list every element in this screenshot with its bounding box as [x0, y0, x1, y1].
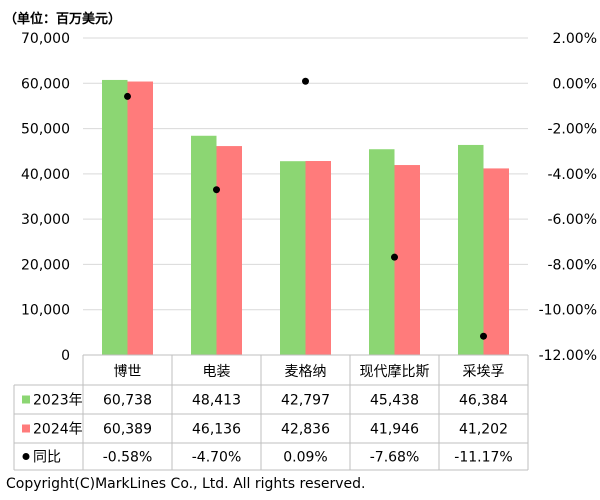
bar-2024 [127, 81, 153, 355]
yoy-point [213, 186, 220, 194]
bar-2023 [369, 149, 395, 355]
data-label: 46,384 [459, 393, 508, 409]
yoy-bar-chart: 0 10,000 20,000 30,000 40,000 50,000 60,000 70,… [13, 31, 597, 471]
yoy-point [480, 332, 487, 340]
yoy-point [302, 77, 309, 85]
bar-2024 [394, 165, 420, 355]
data-label: 41,946 [370, 422, 419, 438]
data-label: -7.68% [370, 450, 420, 466]
data-label: 41,202 [459, 422, 508, 438]
y-tick-label: 10,000 [21, 303, 70, 319]
legend-key-yoy [22, 453, 30, 460]
legend-key-2023 [22, 395, 30, 404]
data-label: 42,836 [281, 422, 330, 438]
bar-2023 [102, 79, 128, 355]
data-label: 45,438 [370, 393, 419, 409]
y-tick-label: 0 [61, 348, 70, 364]
bar-2024 [483, 168, 509, 355]
data-label: 60,738 [103, 393, 152, 409]
data-label: 42,797 [281, 393, 330, 409]
y2-tick-label: -4.00% [547, 167, 597, 183]
data-label: 48,413 [192, 393, 241, 409]
data-label: -4.70% [192, 450, 242, 466]
legend-key-2024 [22, 424, 30, 433]
y-tick-label: 70,000 [21, 31, 70, 47]
unit-label: （单位：百万美元） [4, 12, 122, 27]
category-label: 博世 [114, 363, 142, 380]
y-tick-label: 40,000 [21, 167, 70, 183]
copyright-text: Copyright(C)MarkLines Co., Ltd. All righ… [6, 476, 366, 492]
category-label: 麦格纳 [285, 364, 327, 380]
y-tick-label: 50,000 [21, 122, 70, 138]
y2-tick-label: 0.00% [553, 76, 597, 92]
data-label: 46,136 [192, 422, 241, 438]
y-tick-label: 30,000 [21, 212, 70, 228]
yoy-point [124, 92, 131, 100]
y2-tick-label: -6.00% [547, 212, 597, 228]
y2-tick-label: -8.00% [547, 257, 597, 273]
table-row-label: 2024年 [33, 422, 83, 438]
y2-tick-label: -10.00% [539, 303, 597, 319]
category-label: 采埃孚 [463, 364, 505, 380]
y-tick-label: 60,000 [21, 76, 70, 92]
bar-2023 [191, 135, 217, 355]
yoy-point [391, 253, 398, 261]
category-label: 现代摩比斯 [360, 363, 430, 380]
bar-2023 [280, 161, 306, 355]
y2-tick-label: -2.00% [547, 122, 597, 138]
table-row-label: 2023年 [33, 393, 83, 409]
bar-2023 [458, 144, 484, 355]
bar-2024 [216, 146, 242, 355]
bar-2024 [305, 161, 331, 355]
data-label: 60,389 [103, 422, 152, 438]
data-label: 0.09% [283, 450, 327, 466]
y-tick-label: 20,000 [21, 257, 70, 273]
data-label: -11.17% [454, 450, 512, 466]
table-row-label: 同比 [33, 450, 61, 466]
y2-tick-label: 2.00% [553, 31, 597, 47]
data-label: -0.58% [103, 450, 153, 466]
category-label: 电装 [203, 364, 231, 380]
y2-tick-label: -12.00% [539, 348, 597, 364]
